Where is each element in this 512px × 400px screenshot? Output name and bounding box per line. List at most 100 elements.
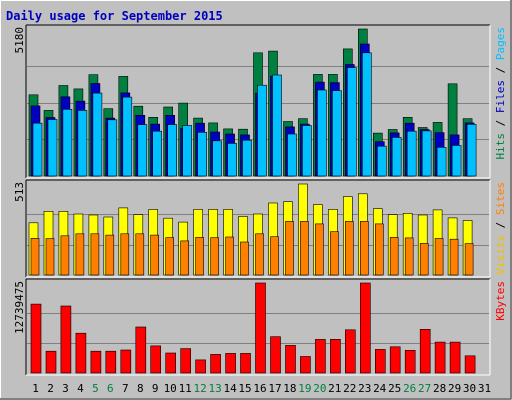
bar-kbytes-day-25 xyxy=(389,346,401,374)
bar-sites-day-13 xyxy=(210,237,219,276)
kbytes-panel: 12739475 KBytes xyxy=(13,278,507,376)
x-tick-label: 20 xyxy=(313,382,326,395)
bar-pages-day-23 xyxy=(361,52,372,177)
bar-pages-day-17 xyxy=(272,74,282,177)
x-tick-label: 1 xyxy=(32,382,39,395)
bar-kbytes-day-22 xyxy=(344,329,356,374)
bar-pages-day-18 xyxy=(287,133,297,177)
bar-sites-day-14 xyxy=(225,236,234,276)
bar-sites-day-26 xyxy=(404,237,414,276)
bar-sites-day-10 xyxy=(165,237,174,276)
bar-pages-day-16 xyxy=(257,84,267,177)
bar-sites-day-27 xyxy=(419,243,429,276)
bar-sites-day-16 xyxy=(255,233,264,276)
bar-sites-day-25 xyxy=(389,237,399,276)
legend-segment: Pages xyxy=(494,27,507,60)
bar-pages-day-20 xyxy=(317,89,327,177)
bar-kbytes-day-28 xyxy=(434,341,446,374)
x-tick-label: 17 xyxy=(268,382,281,395)
bar-sites-day-11 xyxy=(180,240,189,276)
bar-kbytes-day-9 xyxy=(150,345,161,374)
bar-pages-day-5 xyxy=(92,92,103,177)
panels-layer: 5180 Hits / Files / Pages 513 Visits / Site… xyxy=(13,24,507,376)
x-tick-label: 30 xyxy=(463,382,476,395)
bar-kbytes-day-26 xyxy=(404,349,416,374)
bar-kbytes-day-5 xyxy=(90,350,102,374)
x-tick-label: 18 xyxy=(283,382,296,395)
bar-kbytes-day-15 xyxy=(240,353,251,374)
bar-sites-day-23 xyxy=(359,221,369,276)
bar-kbytes-day-29 xyxy=(449,341,461,374)
bar-sites-day-17 xyxy=(270,236,279,276)
x-tick-label: 4 xyxy=(77,382,84,395)
x-tick-label: 3 xyxy=(62,382,69,395)
legend-label: KBytes xyxy=(494,281,507,321)
bar-sites-day-24 xyxy=(374,223,384,276)
bar-pages-day-22 xyxy=(346,67,357,177)
x-tick-label: 26 xyxy=(403,382,416,395)
legend-label: Hits / Files / Pages xyxy=(494,27,507,160)
x-tick-label: 13 xyxy=(208,382,221,395)
legend-segment: Hits xyxy=(494,133,507,160)
bar-pages-day-27 xyxy=(421,130,432,177)
bar-pages-day-21 xyxy=(332,90,342,177)
bar-sites-day-21 xyxy=(330,231,339,276)
bar-pages-day-15 xyxy=(242,139,252,177)
y-max-label: 5180 xyxy=(13,27,26,54)
x-tick-label: 10 xyxy=(164,382,177,395)
bar-kbytes-day-3 xyxy=(60,305,72,374)
bar-sites-day-2 xyxy=(45,238,55,276)
bar-kbytes-day-27 xyxy=(419,328,431,374)
x-tick-label: 27 xyxy=(418,382,431,395)
bar-sites-day-3 xyxy=(60,235,70,276)
bar-sites-day-15 xyxy=(240,241,249,276)
bar-sites-day-1 xyxy=(30,238,40,276)
series-kbytes xyxy=(30,282,476,374)
bar-kbytes-day-1 xyxy=(30,303,42,374)
bar-pages-day-28 xyxy=(436,147,447,177)
bar-sites-day-5 xyxy=(90,233,100,276)
bar-sites-day-29 xyxy=(449,238,459,276)
x-tick-label: 5 xyxy=(92,382,99,395)
bar-sites-day-20 xyxy=(315,223,324,276)
x-tick-label: 2 xyxy=(47,382,54,395)
bar-sites-day-28 xyxy=(434,238,444,276)
bar-pages-day-26 xyxy=(406,130,417,177)
bar-kbytes-day-24 xyxy=(374,349,386,374)
bar-sites-day-30 xyxy=(464,243,474,276)
x-tick-label: 15 xyxy=(238,382,251,395)
bar-pages-day-12 xyxy=(197,132,207,177)
bar-kbytes-day-8 xyxy=(135,326,147,374)
bar-sites-day-19 xyxy=(300,221,309,276)
legend-segment: Visits xyxy=(494,235,507,275)
bar-pages-day-13 xyxy=(212,140,222,177)
bar-pages-day-3 xyxy=(62,109,73,177)
legend-segment: Files xyxy=(494,80,507,113)
bar-pages-day-11 xyxy=(182,125,192,177)
bar-kbytes-day-17 xyxy=(270,336,281,374)
x-tick-label: 25 xyxy=(388,382,401,395)
x-tick-label: 24 xyxy=(373,382,387,395)
bar-pages-day-19 xyxy=(302,125,312,177)
visits-panel: 513 Visits / Sites xyxy=(13,179,507,278)
bar-kbytes-day-21 xyxy=(330,338,341,374)
x-tick-label: 28 xyxy=(433,382,446,395)
bar-pages-day-14 xyxy=(227,143,237,177)
bar-sites-day-7 xyxy=(120,233,130,276)
series-pages xyxy=(32,52,477,177)
y-max-label: 12739475 xyxy=(13,281,26,334)
bar-kbytes-day-20 xyxy=(315,339,326,374)
bar-pages-day-10 xyxy=(167,124,177,177)
bar-kbytes-day-19 xyxy=(300,356,311,374)
x-tick-label: 12 xyxy=(193,382,206,395)
x-tick-label: 23 xyxy=(358,382,371,395)
legend-segment: KBytes xyxy=(494,281,507,321)
x-tick-label: 22 xyxy=(343,382,356,395)
x-tick-label: 19 xyxy=(298,382,311,395)
bar-pages-day-7 xyxy=(122,96,133,177)
x-tick-label: 31 xyxy=(478,382,491,395)
bar-kbytes-day-10 xyxy=(165,352,176,374)
bar-pages-day-24 xyxy=(376,145,387,177)
bar-pages-day-30 xyxy=(466,124,477,177)
